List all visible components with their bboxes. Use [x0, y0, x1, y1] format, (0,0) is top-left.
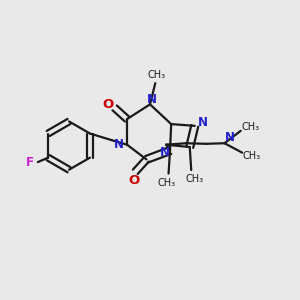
Text: CH₃: CH₃: [157, 178, 175, 188]
Text: CH₃: CH₃: [242, 151, 261, 161]
Text: CH₃: CH₃: [148, 70, 166, 80]
Text: CH₃: CH₃: [241, 122, 259, 132]
Text: N: N: [146, 93, 157, 106]
Text: O: O: [103, 98, 114, 111]
Text: F: F: [26, 156, 34, 169]
Text: N: N: [225, 131, 235, 144]
Text: CH₃: CH₃: [185, 174, 203, 184]
Text: O: O: [128, 173, 140, 187]
Text: N: N: [198, 116, 208, 129]
Text: N: N: [160, 146, 170, 159]
Text: N: N: [114, 138, 124, 151]
